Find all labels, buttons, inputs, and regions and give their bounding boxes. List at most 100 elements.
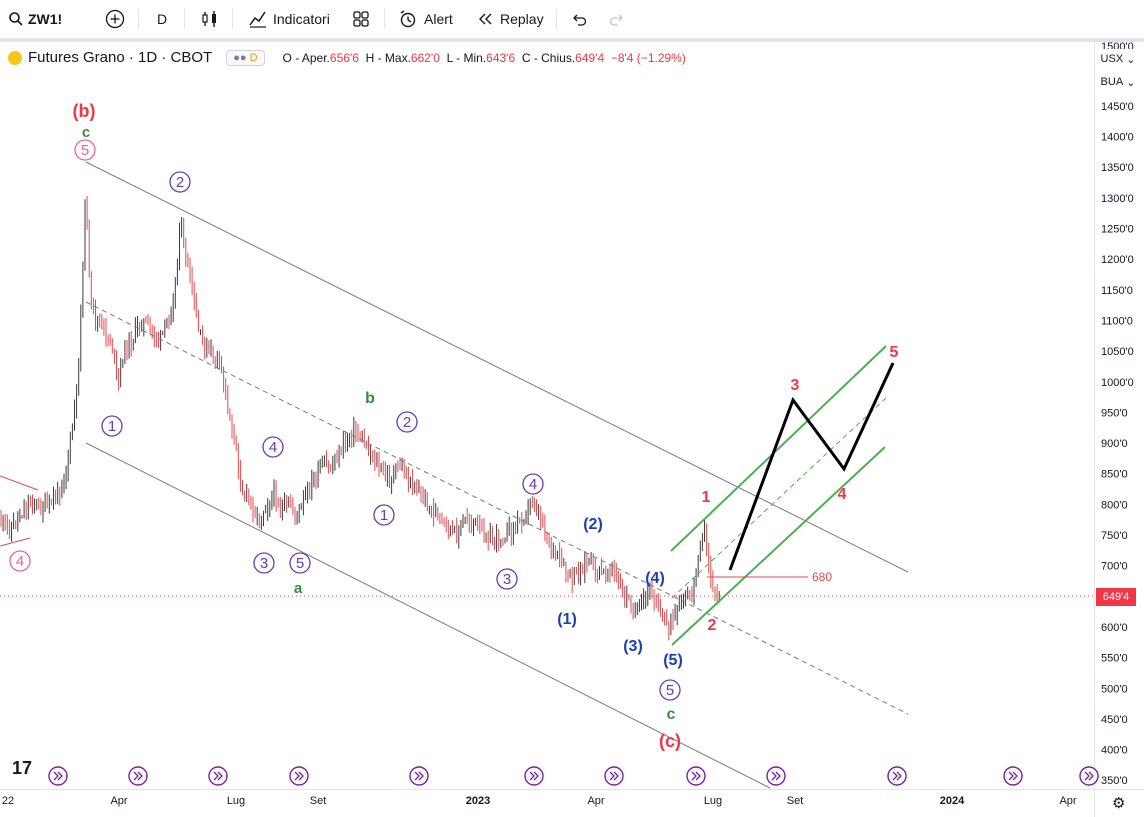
toolbar-divider — [556, 9, 557, 29]
wave-label: 5 — [666, 682, 674, 699]
undo-button[interactable] — [570, 0, 588, 38]
rewind-icon — [479, 13, 492, 25]
replay-button[interactable]: Replay — [476, 0, 544, 38]
indicators-label: Indicatori — [273, 11, 330, 27]
red-trendline — [0, 537, 31, 547]
wave-label-circle — [289, 552, 311, 574]
wave-label: c — [82, 124, 90, 141]
price-axis-label: 400'0 — [1101, 745, 1128, 757]
layouts-button[interactable] — [352, 0, 370, 38]
chart-title: Futures Grano · 1D · CBOT — [28, 49, 213, 66]
channel-upper-line — [85, 161, 909, 573]
wave-label: 1 — [380, 507, 388, 524]
toolbar-divider — [138, 9, 139, 29]
event-marker-icon[interactable] — [887, 766, 907, 786]
wave-label: 3 — [791, 377, 800, 394]
currency-selector[interactable]: USX ⌄ — [1096, 49, 1140, 69]
interval-label: D — [157, 11, 168, 27]
price-axis-label: 1050'0 — [1101, 346, 1134, 358]
event-marker-icon[interactable] — [48, 766, 68, 786]
event-marker-icon[interactable] — [1003, 766, 1023, 786]
symbol-label: ZW1! — [28, 11, 63, 27]
high-value: 662'0 — [410, 50, 440, 65]
price-axis-label: 850'0 — [1101, 469, 1128, 481]
time-axis-label: Set — [787, 795, 804, 807]
event-marker-icon[interactable] — [766, 766, 786, 786]
price-axis-label: 600'0 — [1101, 622, 1128, 634]
wave-label: (c) — [659, 731, 681, 751]
symbol-logo — [8, 50, 22, 65]
price-label-top: 1500'0 — [1101, 42, 1134, 53]
channel-lower-line — [85, 442, 771, 789]
price-axis-label: 900'0 — [1101, 438, 1128, 450]
low-label: L - Min. — [446, 50, 487, 65]
toolbar-divider — [184, 9, 185, 29]
gear-icon[interactable]: ⚙ — [1112, 795, 1126, 812]
time-axis-label: Apr — [587, 795, 604, 807]
event-marker-icon[interactable] — [604, 766, 624, 786]
top-toolbar: ZW1! D Indicatori Alert Replay — [0, 0, 1144, 42]
wave-label: 4 — [16, 553, 24, 570]
event-marker-icon[interactable] — [409, 766, 429, 786]
event-marker-icon[interactable] — [128, 766, 148, 786]
alert-button[interactable]: Alert — [398, 0, 453, 38]
price-axis-label: 1300'0 — [1101, 193, 1134, 205]
price-axis-label: 500'0 — [1101, 683, 1128, 695]
add-symbol-button[interactable] — [104, 0, 126, 38]
price-axis-label: 1250'0 — [1101, 224, 1134, 236]
candlestick-series — [0, 195, 720, 641]
wave-label: 5 — [890, 344, 899, 361]
price-axis-label: 1400'0 — [1101, 132, 1134, 144]
event-markers — [48, 766, 1099, 786]
green-channel-upper — [670, 345, 887, 552]
price-axis-label: 1150'0 — [1101, 285, 1133, 297]
redo-button[interactable] — [608, 0, 626, 38]
low-value: 643'6 — [486, 50, 516, 65]
wave-label: 5 — [296, 555, 304, 572]
wave-label-circle — [262, 436, 284, 458]
wave-label: a — [294, 580, 303, 597]
indicators-icon — [249, 11, 266, 28]
time-axis-label: 22 — [2, 795, 14, 807]
toolbar-divider — [384, 9, 385, 29]
green-channel-midline — [671, 397, 887, 599]
dots-badge[interactable]: ●● D — [226, 49, 265, 66]
close-label: C - Chius. — [521, 50, 576, 65]
wave-label-circle — [9, 550, 31, 572]
currency-label: USX — [1100, 53, 1124, 65]
green-channel-lower — [671, 446, 886, 646]
redo-icon — [609, 14, 623, 26]
event-marker-icon[interactable] — [289, 766, 309, 786]
wave-label-circle — [253, 552, 275, 574]
price-axis-label: 350'0 — [1101, 775, 1128, 787]
event-marker-icon[interactable] — [1079, 766, 1099, 786]
event-marker-icon[interactable] — [686, 766, 706, 786]
symbol-search[interactable]: ZW1! — [8, 0, 62, 38]
wave-label: 2 — [708, 617, 717, 634]
wave-label: (b) — [73, 101, 96, 121]
time-axis-label: Apr — [110, 795, 127, 807]
chart-type-button[interactable] — [200, 0, 220, 38]
toolbar-divider — [232, 9, 233, 29]
wave-label: 3 — [260, 555, 268, 572]
price-axis-label: 700'0 — [1101, 561, 1128, 573]
tradingview-logo-icon[interactable]: 17 — [12, 758, 33, 778]
time-axis-label: Lug — [227, 795, 245, 807]
time-axis-label: 2023 — [466, 795, 490, 807]
time-axis-label: Apr — [1059, 795, 1076, 807]
chevron-down-icon: ⌄ — [1126, 76, 1136, 89]
high-label: H - Max. — [365, 50, 411, 65]
interval-button[interactable]: D — [157, 0, 167, 38]
indicators-button[interactable]: Indicatori — [248, 0, 330, 38]
price-axis: 1450'0 1400'0 1350'0 1300'0 1250'0 1200'0 1150… — [1101, 101, 1134, 787]
wave-label-circle — [101, 415, 123, 437]
open-value: 656'6 — [329, 50, 359, 65]
unit-label: BUA — [1100, 76, 1124, 88]
event-marker-icon[interactable] — [208, 766, 228, 786]
chevron-down-icon: ⌄ — [1126, 53, 1136, 66]
wave-label: (4) — [645, 570, 665, 587]
event-marker-icon[interactable] — [524, 766, 544, 786]
unit-selector[interactable]: BUA ⌄ — [1096, 72, 1140, 92]
